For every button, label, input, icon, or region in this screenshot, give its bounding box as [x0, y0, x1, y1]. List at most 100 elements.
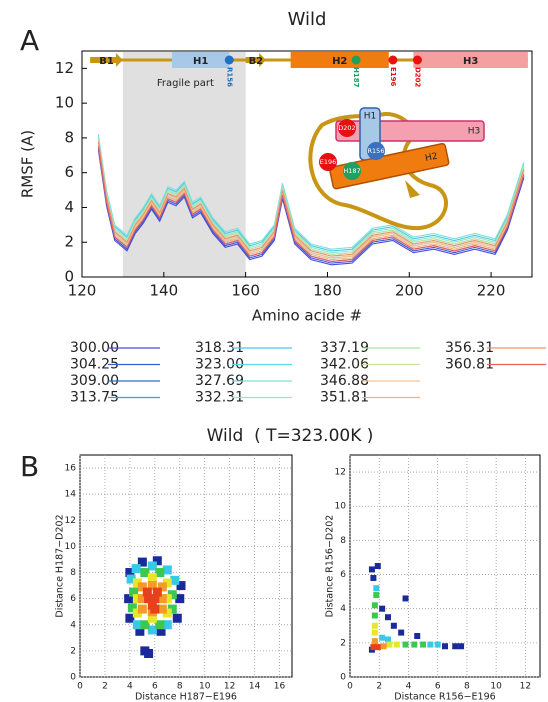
panel-label: A: [20, 24, 39, 57]
density-point: [132, 594, 142, 604]
y-tick-label: 10: [55, 94, 74, 112]
density-point: [144, 594, 154, 604]
y-tick-label: 12: [55, 59, 74, 77]
density-point: [157, 604, 167, 614]
y-tick-label: 6: [340, 570, 346, 580]
x-axis-label: Distance R156−E196: [394, 692, 495, 702]
series-line: [97, 137, 525, 254]
y-tick-label: 10: [335, 502, 347, 512]
x-axis-label: Distance H187−E196: [135, 692, 237, 702]
y-tick-label: 0: [70, 673, 76, 683]
density-point: [124, 594, 134, 604]
density-point: [379, 634, 386, 641]
density-point: [176, 581, 186, 591]
density-point: [442, 643, 448, 650]
density-point: [147, 625, 157, 635]
residue-dot: [388, 55, 398, 65]
x-tick-label: 2: [102, 682, 108, 692]
x-tick-label: 12: [224, 682, 235, 692]
y-tick-label: 8: [64, 128, 74, 146]
density-point: [371, 629, 378, 636]
y-tick-label: 6: [70, 594, 76, 604]
residue-label: D202: [413, 67, 421, 88]
density-point: [137, 582, 147, 592]
density-point: [162, 594, 172, 604]
y-tick-label: 4: [70, 620, 76, 630]
series-line: [97, 134, 525, 250]
y-axis-label: Distance H187−D202: [55, 514, 66, 617]
density-point: [162, 608, 172, 618]
density-point: [157, 582, 167, 592]
x-tick-label: 10: [490, 682, 502, 692]
helix: [172, 52, 230, 68]
residue: [319, 153, 337, 171]
y-tick-label: 12: [335, 468, 346, 478]
x-tick-label: 0: [77, 682, 83, 692]
structure-label: H1: [193, 56, 208, 67]
density-point: [434, 641, 441, 648]
density-point: [150, 604, 160, 614]
density-point: [129, 587, 139, 597]
density-point: [172, 613, 182, 623]
density-point: [127, 603, 137, 613]
density-point: [371, 602, 378, 609]
density-point: [135, 626, 145, 636]
y-tick-label: 16: [65, 464, 77, 474]
density-point: [155, 568, 165, 578]
y-tick-label: 10: [65, 542, 77, 552]
density-point: [371, 638, 378, 645]
y-tick-label: 4: [340, 604, 346, 614]
series-line: [97, 150, 525, 266]
density-point: [152, 556, 162, 566]
legend-label: 332.31: [195, 390, 244, 406]
density-point: [427, 641, 434, 648]
residue-label: R156: [225, 67, 233, 87]
density-point: [137, 557, 147, 567]
helix: [335, 120, 485, 142]
backbone: [308, 112, 448, 231]
legend-label: 309.00: [70, 373, 119, 389]
density-point: [155, 620, 165, 630]
helix: [413, 52, 528, 68]
structure-label: B2: [249, 56, 264, 67]
density-point: [386, 641, 393, 648]
x-tick-label: 16: [274, 682, 286, 692]
x-axis-label: Amino acide #: [252, 307, 362, 325]
density-point: [152, 587, 162, 597]
series-line: [97, 144, 525, 261]
arrow: [405, 180, 420, 198]
inset-label: H3: [468, 127, 481, 137]
density-point: [131, 564, 141, 574]
plot-frame: [79, 454, 293, 678]
legend-label: 346.88: [320, 373, 369, 389]
density-point: [132, 578, 142, 588]
structure-label: H3: [463, 56, 478, 67]
density-point: [402, 595, 409, 602]
density-point: [170, 575, 180, 585]
density-point: [402, 641, 409, 648]
density-point: [132, 608, 142, 618]
density-point: [147, 613, 157, 623]
density-point: [411, 641, 418, 648]
x-tick-label: 12: [520, 682, 531, 692]
density-point: [373, 592, 380, 599]
x-tick-label: 14: [249, 682, 261, 692]
series-line: [97, 136, 525, 252]
legend-label: 342.06: [320, 357, 369, 373]
series-line: [97, 141, 525, 257]
x-tick-label: 4: [406, 682, 412, 692]
y-tick-label: 14: [65, 490, 77, 500]
x-tick-label: 160: [231, 282, 260, 300]
density-point: [390, 622, 397, 629]
density-point: [398, 629, 405, 636]
density-point: [374, 644, 381, 651]
density-point: [140, 620, 150, 630]
chart-title: Wild: [288, 9, 327, 30]
x-tick-label: 6: [152, 682, 158, 692]
density-point: [393, 641, 400, 648]
density-point: [126, 574, 136, 584]
density-point: [162, 620, 172, 630]
density-point: [414, 633, 421, 640]
